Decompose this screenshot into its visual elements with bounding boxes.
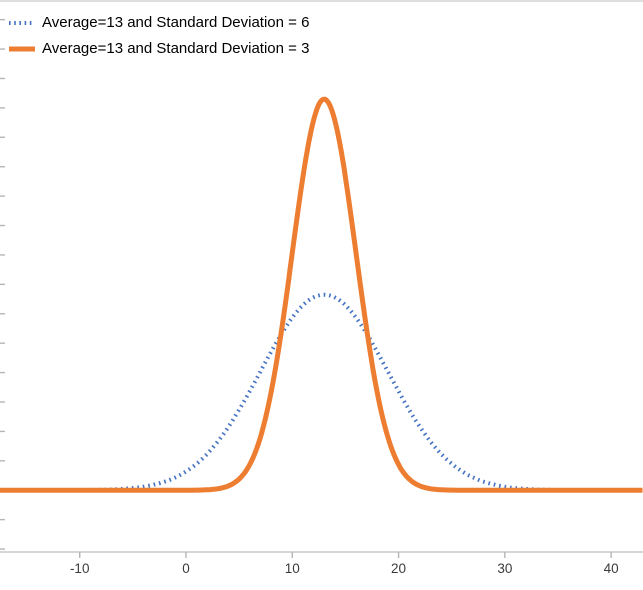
x-tick-label: 0 xyxy=(182,561,190,576)
legend-swatch-dotted-line xyxy=(9,20,35,25)
series-curve-sd6 xyxy=(0,292,643,493)
chart-legend: Average=13 and Standard Deviation = 6 Av… xyxy=(8,14,309,66)
x-tick-label: 30 xyxy=(497,561,512,576)
series-curve-sd3 xyxy=(0,96,643,493)
legend-swatch-solid-line xyxy=(9,46,35,51)
legend-item-sd3: Average=13 and Standard Deviation = 3 xyxy=(8,40,309,57)
x-tick-label: 10 xyxy=(285,561,300,576)
x-tick-label: 40 xyxy=(604,561,619,576)
legend-label-sd3: Average=13 and Standard Deviation = 3 xyxy=(42,40,310,57)
x-tick-label: 20 xyxy=(391,561,406,576)
legend-label-sd6: Average=13 and Standard Deviation = 6 xyxy=(42,14,310,31)
x-tick-label: -10 xyxy=(70,561,90,576)
legend-item-sd6: Average=13 and Standard Deviation = 6 xyxy=(8,14,309,31)
